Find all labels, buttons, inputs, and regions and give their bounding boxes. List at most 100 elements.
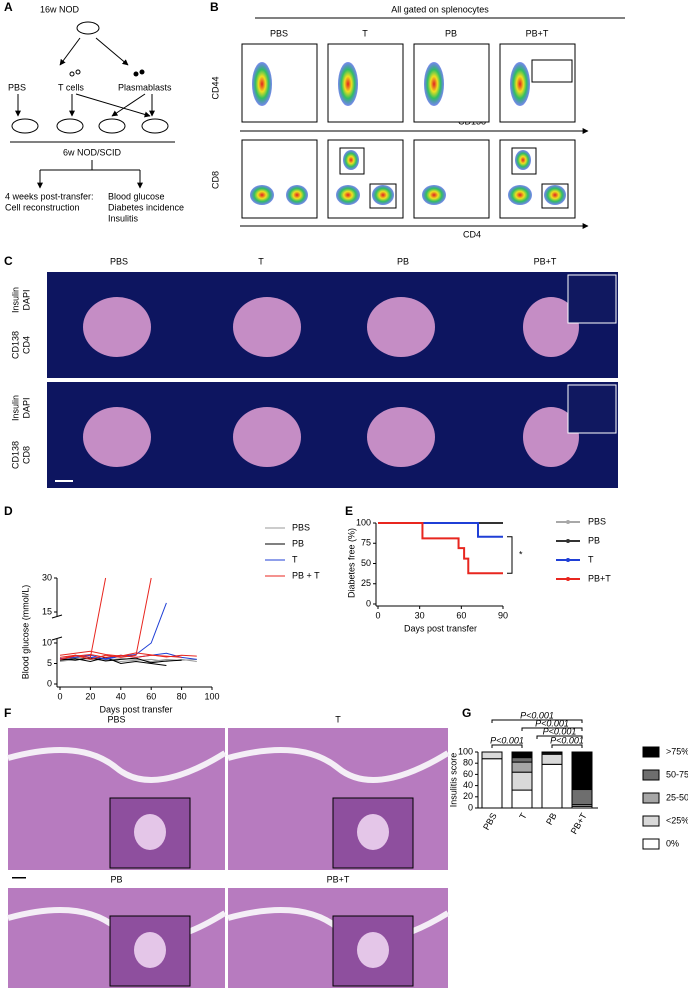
islet (357, 932, 389, 968)
y-tick-label: 40 (463, 780, 473, 790)
x-tick-label: 40 (116, 691, 126, 701)
readout: Insulitis (108, 213, 139, 223)
cell-icon (69, 71, 75, 77)
arrow (95, 37, 129, 66)
y-tick-label: 60 (463, 769, 473, 779)
column-header: PB (397, 256, 409, 266)
axis-label: CD4 (463, 229, 481, 239)
gate (511, 147, 537, 175)
cell-density (510, 62, 530, 106)
x-axis-label: Days post transfer (99, 704, 172, 714)
bar-segment (511, 761, 533, 773)
y-tick-label: 100 (356, 517, 371, 527)
legend-label: T (588, 554, 594, 564)
panel-label: A (4, 0, 13, 14)
flow-plot (241, 43, 318, 123)
cell-density (424, 62, 444, 106)
readout: Cell reconstruction (5, 202, 80, 212)
cell-density (252, 62, 272, 106)
x-tick-label: 60 (456, 610, 466, 620)
bar-segment (571, 751, 593, 791)
x-tick-label: 90 (498, 610, 508, 620)
column-header: T (362, 28, 368, 38)
bar-segment (541, 751, 563, 754)
column-header: PBS (110, 256, 128, 266)
cell-icon (75, 69, 81, 75)
bar-segment (481, 751, 503, 760)
y-tick-label: 0 (468, 802, 473, 812)
islet (83, 297, 151, 357)
gate (339, 147, 365, 175)
column-header: PBS (270, 28, 288, 38)
p-value: P<0.001 (543, 726, 577, 736)
y-tick-label: 25 (361, 578, 371, 588)
y-tick-label: 0 (47, 678, 52, 688)
glucose-line (59, 602, 167, 660)
flow-plot (327, 139, 404, 219)
legend-label: PB+T (588, 573, 611, 583)
islet (523, 297, 579, 357)
stain-label: CD138 (10, 441, 20, 469)
arrow (75, 93, 151, 118)
significance-bracket (536, 735, 583, 739)
axis-label: CD44 (210, 76, 220, 99)
islet (134, 932, 166, 968)
scale-bar (55, 480, 73, 482)
bar-segment (511, 789, 533, 809)
panel-label: B (210, 0, 219, 14)
gate (531, 59, 573, 83)
recipient: 6w NOD/SCID (63, 147, 122, 157)
gate (369, 183, 397, 209)
x-tick-label: 0 (57, 691, 62, 701)
legend-marker (566, 539, 570, 543)
readout: Blood glucose (108, 191, 165, 201)
stain-label: CD8 (21, 446, 31, 464)
legend-label: PBS (292, 522, 310, 532)
arrow (111, 93, 146, 117)
islet (233, 297, 301, 357)
legend-marker (566, 558, 570, 562)
plasmablasts-label: Plasmablasts (118, 82, 172, 92)
x-tick-label: PBS (481, 811, 499, 832)
glucose-line (59, 577, 152, 660)
readout: Diabetes incidence (108, 202, 184, 212)
tissue-gap (227, 747, 450, 783)
panel-label: D (4, 504, 13, 518)
legend-label: 25-50% (666, 792, 688, 802)
cell-density (250, 185, 274, 205)
readout: 4 weeks post-transfer: (5, 191, 94, 201)
cell-density (515, 150, 531, 170)
significance-bracket (521, 727, 583, 731)
p-value: P<0.001 (550, 735, 584, 745)
pbs-label: PBS (8, 82, 26, 92)
panel-label: C (4, 254, 13, 268)
bar-segment (511, 751, 533, 759)
bar-segment (511, 757, 533, 763)
legend-swatch (642, 769, 660, 781)
bar-segment (541, 763, 563, 809)
x-tick-label: 20 (85, 691, 95, 701)
significance-mark: * (519, 549, 523, 559)
panel-label: F (4, 706, 11, 720)
panel-a: 16w NOD T cells Plasmablasts PBS 6w NOD/… (5, 4, 184, 223)
x-axis-label: Days post transfer (404, 623, 477, 633)
p-value: P<0.001 (490, 735, 524, 745)
flow-plot (499, 139, 576, 219)
inset (109, 915, 191, 987)
gate (541, 183, 569, 209)
stain-label: DAPI (21, 397, 31, 418)
flow-plot (327, 43, 404, 123)
glucose-line (59, 657, 182, 664)
y-tick-label: 80 (463, 758, 473, 768)
legend-swatch (642, 792, 660, 804)
islet (367, 407, 435, 467)
legend-marker (566, 520, 570, 524)
bar-segment (541, 753, 563, 765)
y-tick-label: 15 (42, 606, 52, 616)
islet (83, 407, 151, 467)
mouse-icon (76, 21, 100, 35)
y-tick-label: 50 (361, 558, 371, 568)
donor: 16w NOD (40, 4, 80, 14)
legend-swatch (642, 838, 660, 850)
t-cells-label: T cells (58, 82, 84, 92)
